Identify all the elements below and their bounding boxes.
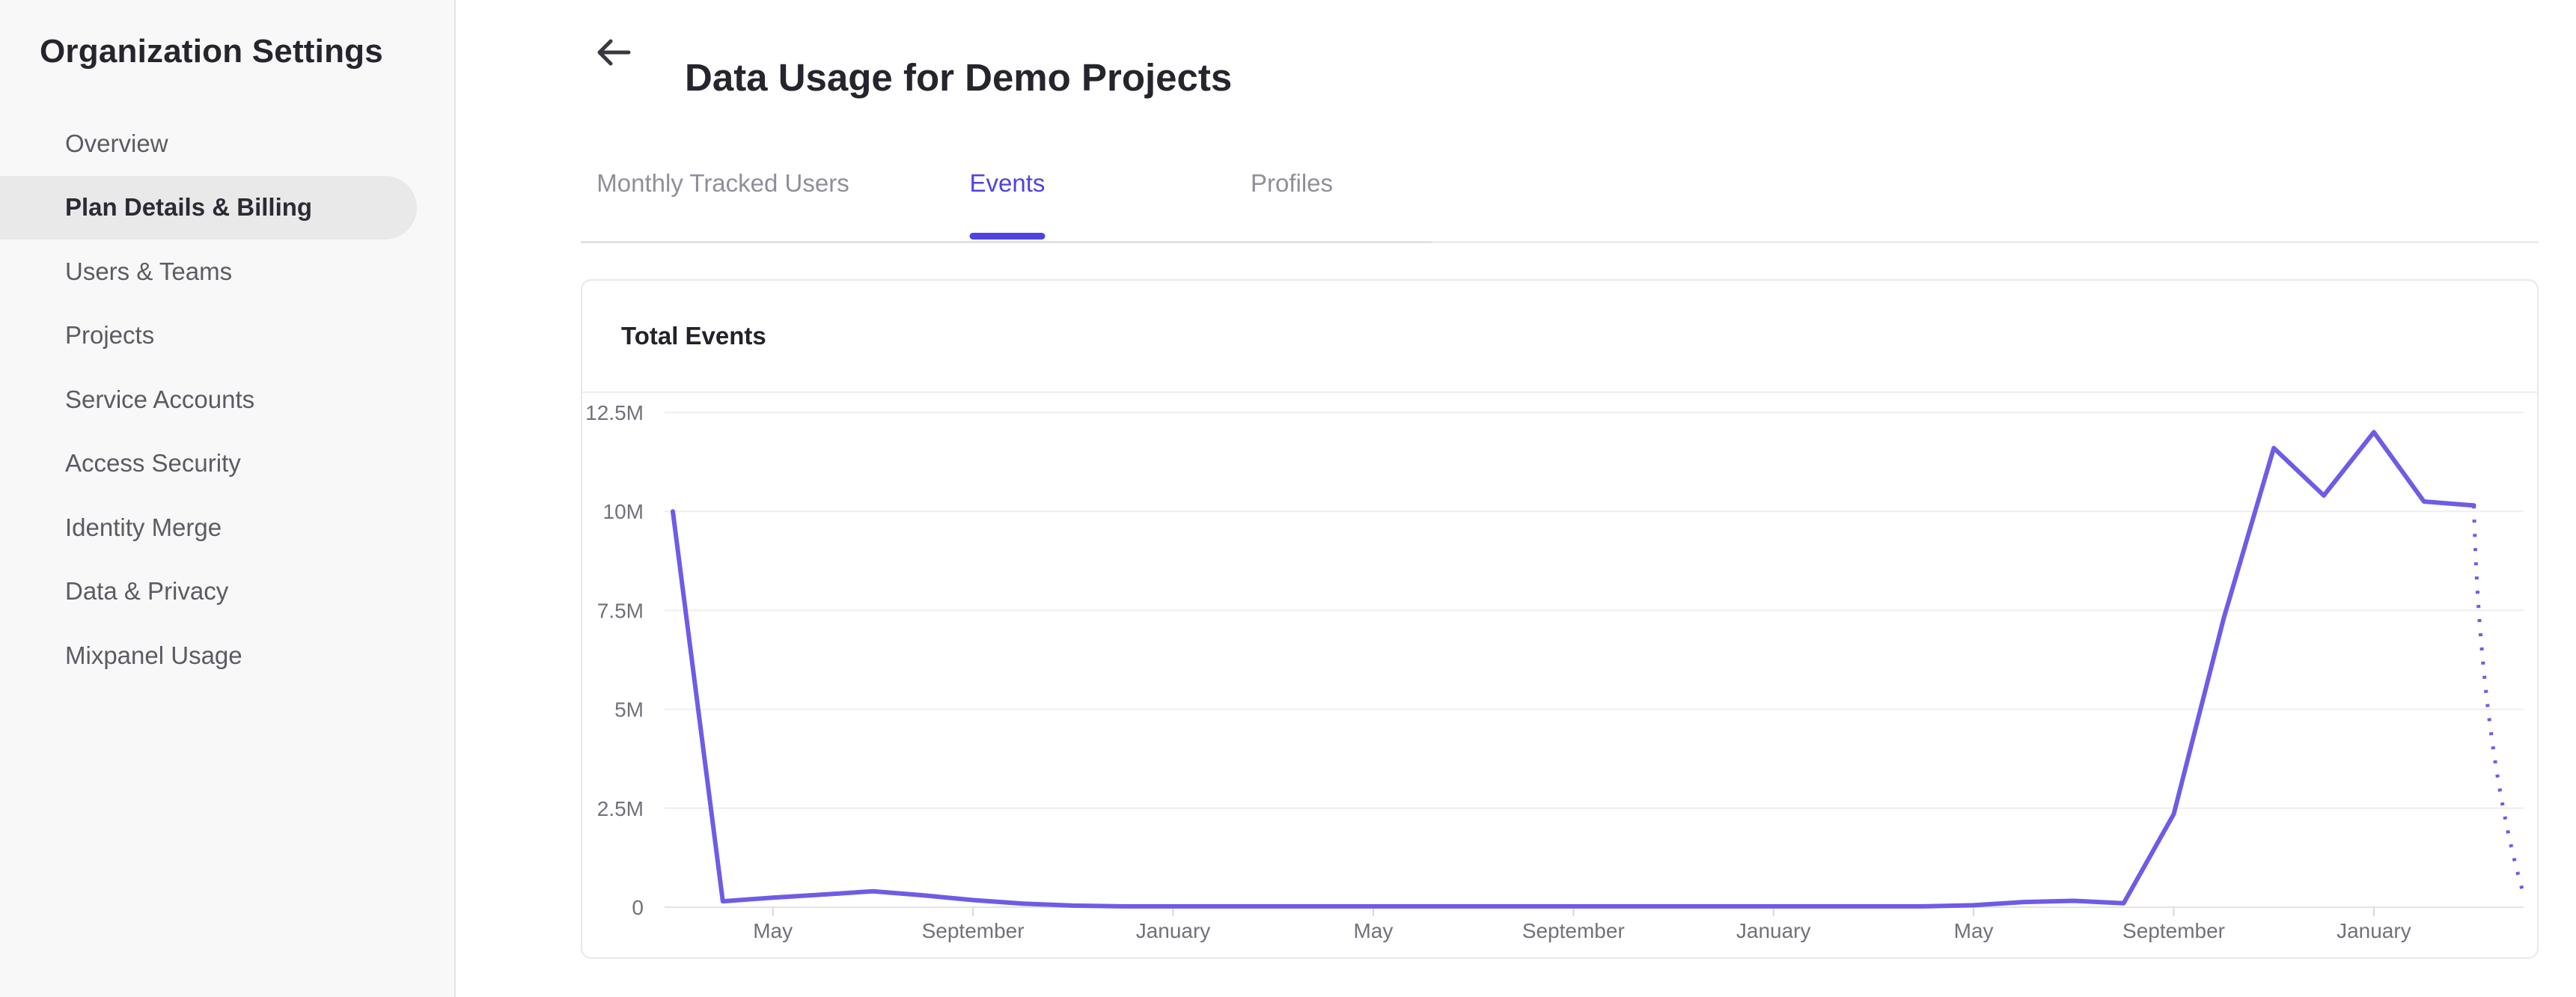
sidebar-nav: Overview Plan Details & Billing Users & … xyxy=(0,112,454,688)
svg-text:0: 0 xyxy=(632,896,644,919)
page-title: Data Usage for Demo Projects xyxy=(685,56,1233,100)
svg-text:10M: 10M xyxy=(603,500,644,523)
sidebar-item-plan-details-billing[interactable]: Plan Details & Billing xyxy=(0,175,417,240)
svg-text:May: May xyxy=(1954,919,1994,942)
tab-divider xyxy=(581,241,2539,243)
svg-text:January: January xyxy=(2337,919,2411,942)
svg-text:May: May xyxy=(753,919,793,942)
total-events-line[interactable] xyxy=(671,430,2476,909)
tab-profiles[interactable]: Profiles xyxy=(1250,169,1334,197)
tab-events[interactable]: Events xyxy=(865,139,1150,241)
y-axis-labels: 12.5M 10M 7.5M 5M 2.5M 0 xyxy=(585,401,644,919)
svg-text:September: September xyxy=(2122,919,2225,942)
sidebar: Organization Settings Overview Plan Deta… xyxy=(0,0,456,997)
svg-text:2.5M: 2.5M xyxy=(597,797,644,820)
sidebar-item-data-privacy[interactable]: Data & Privacy xyxy=(65,577,229,606)
left-arrow-icon xyxy=(591,39,635,76)
sidebar-item-identity-merge[interactable]: Identity Merge xyxy=(65,513,222,541)
sidebar-item-access-security[interactable]: Access Security xyxy=(65,449,241,478)
svg-text:12.5M: 12.5M xyxy=(585,401,644,424)
svg-text:January: January xyxy=(1136,919,1211,942)
sidebar-item-users-teams[interactable]: Users & Teams xyxy=(65,257,233,285)
total-events-card: Total Events 12.5M 10M 7.5M 5M 2.5M 0 May Septe… xyxy=(581,279,2539,959)
svg-text:May: May xyxy=(1353,919,1393,942)
tab-divider-dark-segment xyxy=(581,241,1432,243)
svg-text:January: January xyxy=(1736,919,1811,942)
projection-dotted-line xyxy=(2472,505,2526,896)
sidebar-item-projects[interactable]: Projects xyxy=(65,321,155,350)
card-header: Total Events xyxy=(582,281,2537,393)
sidebar-item-service-accounts[interactable]: Service Accounts xyxy=(65,385,255,413)
x-axis-labels: May September January May September January Ma… xyxy=(753,907,2411,942)
back-button[interactable] xyxy=(591,31,635,73)
sidebar-title: Organization Settings xyxy=(40,33,383,70)
total-events-chart[interactable]: 12.5M 10M 7.5M 5M 2.5M 0 May September January Ma… xyxy=(582,394,2537,957)
gridlines xyxy=(665,412,2524,908)
svg-text:September: September xyxy=(922,919,1025,942)
tab-bar: Monthly Tracked Users Events Profiles xyxy=(581,139,1434,241)
sidebar-item-overview[interactable]: Overview xyxy=(65,129,168,157)
svg-text:7.5M: 7.5M xyxy=(597,599,644,622)
card-title: Total Events xyxy=(621,322,766,350)
svg-text:September: September xyxy=(1522,919,1625,942)
tab-monthly-tracked-users[interactable]: Monthly Tracked Users xyxy=(596,169,849,197)
svg-text:5M: 5M xyxy=(614,698,644,722)
sidebar-item-mixpanel-usage[interactable]: Mixpanel Usage xyxy=(65,641,242,669)
